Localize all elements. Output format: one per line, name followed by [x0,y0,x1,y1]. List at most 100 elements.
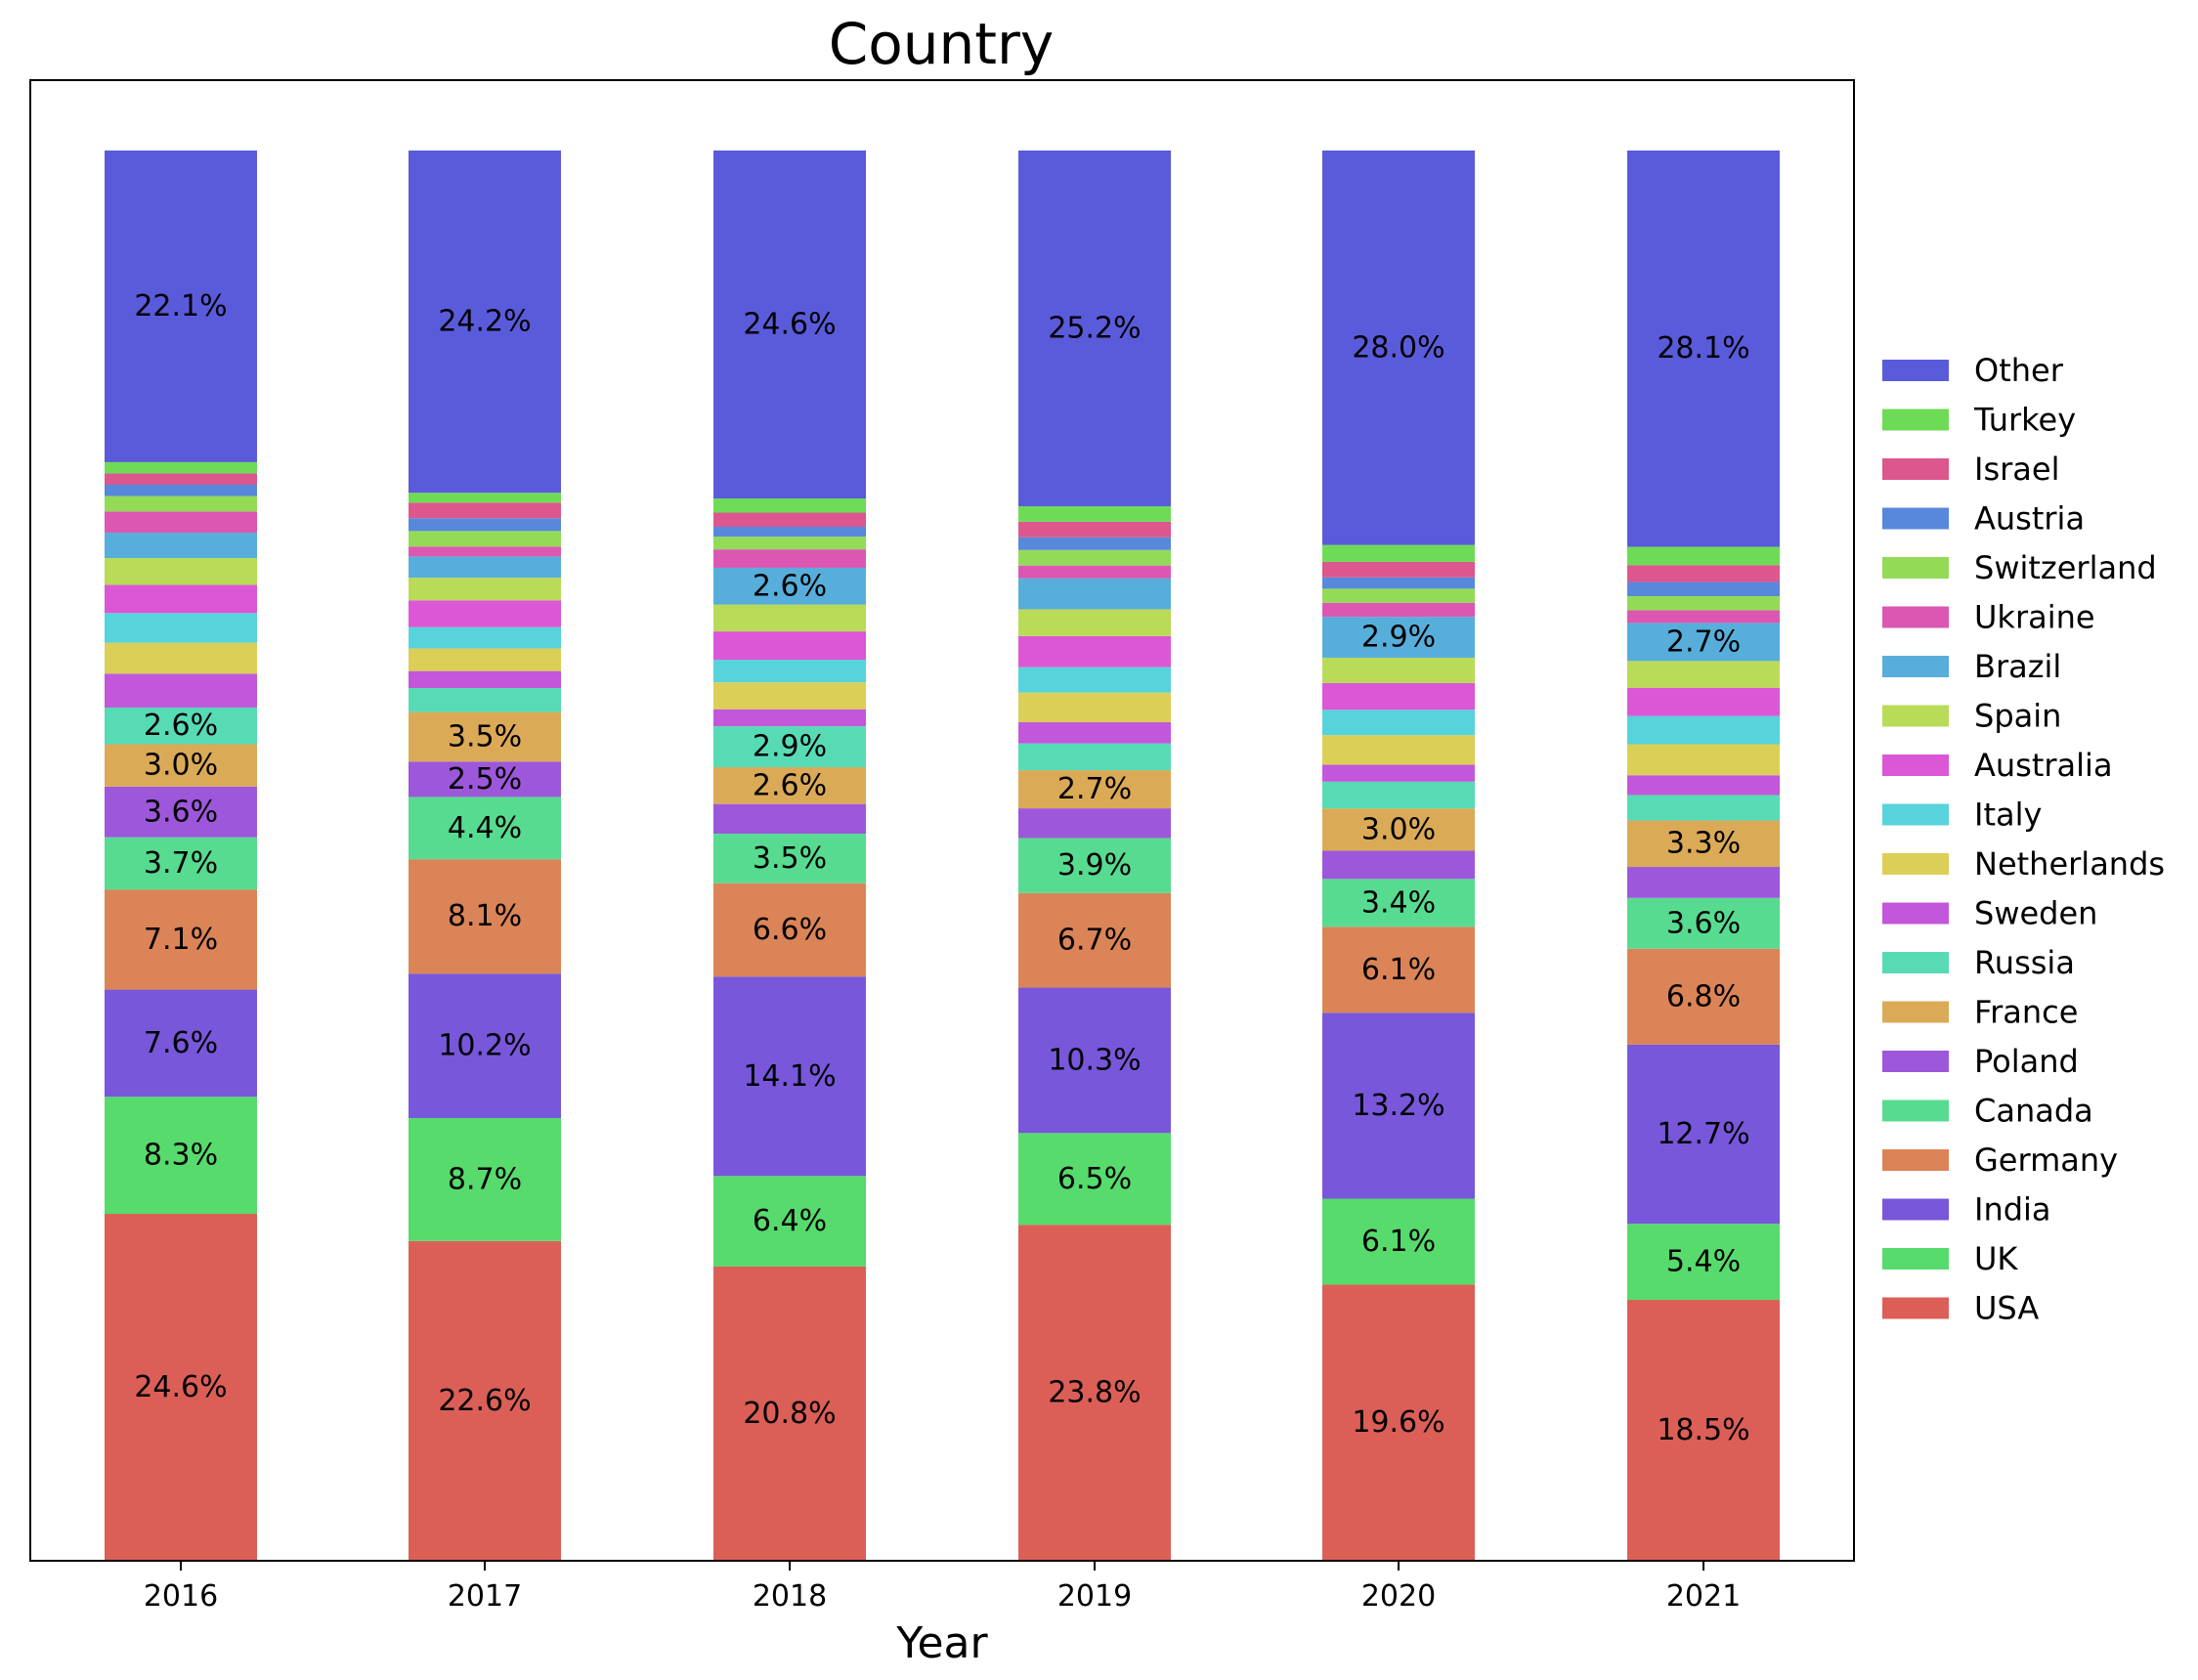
legend-swatch-uk [1882,1248,1949,1270]
bar-segment-turkey-2020 [1322,544,1475,562]
bar-segment-india-2021 [1627,1044,1780,1225]
bar-segment-india-2020 [1322,1012,1475,1199]
data-label: 6.7% [1057,924,1132,958]
data-label: 24.6% [134,1370,227,1404]
bar-segment-germany-2020 [1322,926,1475,1013]
data-label: 10.2% [438,1029,531,1063]
data-label: 2.5% [448,762,522,797]
bar-segment-sweden-2020 [1322,764,1475,782]
data-label: 2.6% [753,569,827,603]
bar-segment-other-2016 [105,151,257,462]
legend-swatch-sweden [1882,902,1949,925]
data-label: 3.4% [1361,885,1436,920]
bar-segment-canada-2017 [409,797,561,860]
bar-segment-australia-2018 [713,631,866,661]
bar-segment-india-2019 [1018,987,1171,1134]
segment-labels-group: 24.6% 8.3% 7.6% 7.1% 3.7% 3.6% 3.0% 2.6% 22.1% 22… [134,289,1749,1447]
data-label: 22.1% [134,289,227,323]
data-label: 3.0% [1361,812,1436,846]
data-label: 8.1% [448,899,522,933]
legend-swatch-italy [1882,803,1949,826]
bar-segment-sweden-2018 [713,709,866,727]
legend-swatch-india [1882,1198,1949,1221]
legend-swatch-poland [1882,1051,1949,1072]
legend-label-turkey: Turkey [1973,402,2076,439]
data-label: 23.8% [1048,1376,1141,1410]
data-label: 20.8% [743,1397,836,1431]
legend-label-uk: UK [1974,1240,2018,1277]
bar-segment-turkey-2019 [1018,506,1171,522]
bar-segment-spain-2017 [409,578,561,601]
bar-segment-israel-2018 [713,512,866,527]
bar-segment-uk-2020 [1322,1198,1475,1285]
data-label: 3.5% [448,719,522,754]
x-tick-label: 2019 [1057,1579,1132,1614]
bar-segment-germany-2021 [1627,948,1780,1045]
bar-segment-ukraine-2021 [1627,610,1780,624]
bar-segment-poland-2021 [1627,867,1780,898]
bar-segment-sweden-2016 [105,673,257,708]
bar-segment-france-2018 [713,767,866,804]
legend-label-sweden: Sweden [1974,895,2097,932]
legend-swatch-brazil [1882,656,1949,677]
bar-segment-uk-2019 [1018,1133,1171,1226]
legend-swatch-canada [1882,1099,1949,1122]
bar-segment-spain-2019 [1018,609,1171,636]
bar-segment-germany-2017 [409,859,561,974]
data-label: 13.2% [1352,1089,1444,1123]
legend-label-israel: Israel [1974,451,2059,488]
data-label: 19.6% [1352,1405,1444,1440]
bar-segment-russia-2020 [1322,781,1475,809]
legend-label-spain: Spain [1974,698,2061,735]
bar-segment-italy-2017 [409,626,561,649]
data-label: 6.6% [753,913,827,947]
legend-swatch-germany [1882,1149,1949,1171]
bar-segment-brazil-2020 [1322,617,1475,658]
data-label: 2.7% [1666,625,1741,659]
legend-swatch-russia [1882,952,1949,973]
bar-segment-austria-2020 [1322,577,1475,589]
data-label: 6.5% [1057,1162,1132,1196]
bar-segment-israel-2017 [409,502,561,519]
bar-segment-netherlands-2018 [713,682,866,710]
bar-segment-israel-2020 [1322,561,1475,578]
bar-segment-brazil-2019 [1018,578,1171,610]
bar-segment-switzerland-2019 [1018,549,1171,566]
bar-segment-germany-2018 [713,883,866,977]
bar-segment-germany-2019 [1018,892,1171,988]
bar-segment-usa-2019 [1018,1225,1171,1561]
data-label: 8.3% [144,1139,218,1173]
data-label: 6.1% [1361,953,1436,987]
data-label: 4.4% [448,811,522,845]
bar-segment-poland-2020 [1322,850,1475,880]
bar-segment-switzerland-2018 [713,537,866,550]
bar-segment-india-2017 [409,973,561,1118]
legend-swatch-other [1882,360,1949,381]
bar-segment-uk-2016 [105,1097,257,1215]
bar-segment-italy-2016 [105,613,257,643]
legend-swatch-switzerland [1882,557,1949,579]
bar-segment-turkey-2017 [409,493,561,503]
bar-segment-other-2019 [1018,151,1171,506]
bar-segment-sweden-2021 [1627,775,1780,796]
bar-segment-sweden-2017 [409,670,561,688]
bar-segment-netherlands-2021 [1627,744,1780,776]
bar-segment-canada-2021 [1627,897,1780,949]
bar-segment-canada-2016 [105,837,257,890]
bar-segment-france-2020 [1322,808,1475,851]
bar-segment-france-2016 [105,744,257,787]
bar-segment-australia-2021 [1627,687,1780,716]
bar-segment-netherlands-2019 [1018,692,1171,722]
bars-group [105,151,1780,1561]
data-label: 24.2% [438,305,531,339]
bar-segment-israel-2021 [1627,565,1780,582]
bar-segment-canada-2020 [1322,879,1475,927]
legend-label-canada: Canada [1974,1093,2093,1130]
legend-label-france: France [1974,994,2078,1031]
data-label: 2.7% [1057,772,1132,806]
legend: Other Turkey Israel Austria Switzerland Ukrai… [1882,352,2165,1327]
data-label: 3.0% [144,749,218,783]
data-label: 5.4% [1666,1245,1741,1279]
bar-segment-ukraine-2017 [409,546,561,557]
data-label: 6.1% [1361,1225,1436,1259]
